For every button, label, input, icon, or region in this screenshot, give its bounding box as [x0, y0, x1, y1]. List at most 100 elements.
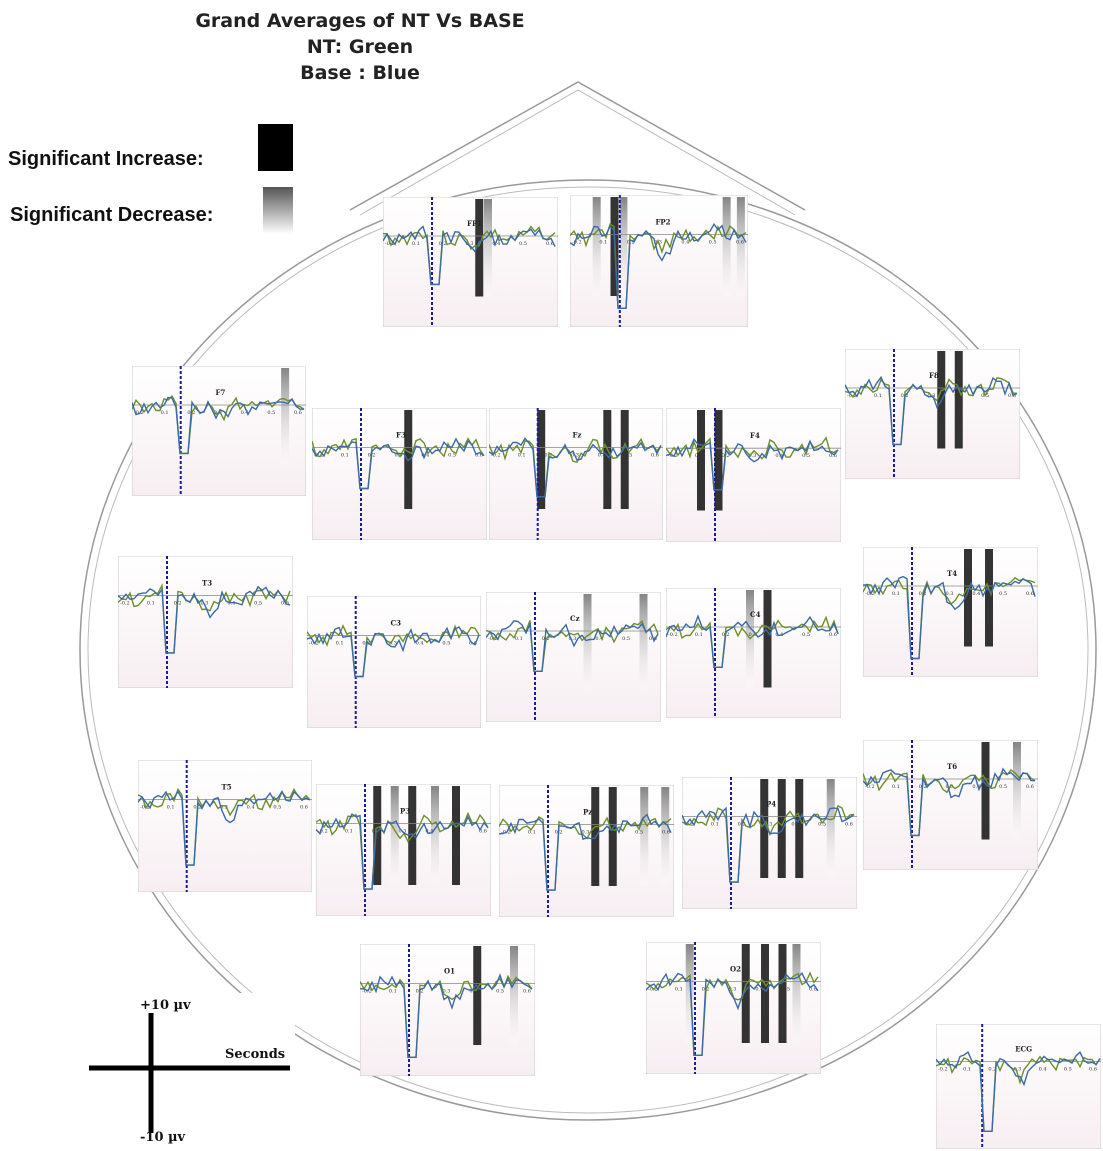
title-line-2: NT: Green: [306, 36, 414, 58]
tick-label: 0.6: [809, 987, 817, 993]
nose-outline-inner: [359, 89, 796, 216]
tick-label: -0.2: [140, 805, 150, 811]
nt-waveform: [682, 804, 855, 883]
erp-plot: -0.2 0.1 0.2 0.3 0.4 0.5 0.6P3: [316, 784, 491, 916]
panel-o1: -0.2 0.1 0.2 0.3 0.4 0.5 0.6 O1: [360, 944, 535, 1076]
tick-label: 0.1: [892, 784, 900, 790]
significant-decrease-bar: [510, 946, 518, 1045]
legend-decrease-label: Significant Decrease:: [10, 204, 214, 226]
base-waveform: [383, 225, 556, 286]
erp-plot: -0.2 0.1 0.2 0.3 0.4 0.5 0.6T6: [863, 740, 1038, 870]
significant-decrease-bar: [661, 787, 670, 886]
tick-label: -0.2: [938, 1067, 948, 1073]
tick-label: 0.3: [569, 636, 577, 642]
tick-label: 0.5: [1064, 1067, 1072, 1073]
tick-label: -0.2: [668, 632, 678, 638]
tick-label: 0.1: [695, 632, 703, 638]
electrode-label: T6: [947, 762, 957, 771]
figure-title: Grand Averages of NT Vs BASE NT: Green B…: [150, 8, 570, 86]
significant-increase-bar: [760, 779, 769, 878]
tick-label: -0.2: [488, 636, 498, 642]
tick-label: 0.6: [845, 822, 853, 828]
base-waveform: [682, 806, 855, 883]
tick-label: 0.5: [622, 636, 630, 642]
tick-label: 0.4: [416, 641, 424, 647]
tick-label: 0.4: [755, 987, 763, 993]
tick-label: 0.1: [147, 601, 155, 607]
electrode-label: Fz: [573, 431, 582, 440]
electrode-label: T3: [202, 579, 212, 588]
base-waveform: [360, 973, 533, 1058]
nt-waveform: [316, 811, 489, 890]
tick-label: 0.4: [425, 829, 433, 835]
panel-pz: -0.2 0.1 0.2 0.3 0.4 0.5 0.6 Pz: [499, 785, 674, 917]
panel-f4: -0.2 0.1 0.2 0.3 0.4 0.5 0.6 F4: [666, 408, 841, 542]
electrode-label: F3: [396, 431, 406, 440]
nt-waveform: [646, 971, 819, 1056]
tick-label: 0.6: [829, 453, 837, 459]
tick-label: 0.1: [892, 591, 900, 597]
panel-background: [845, 349, 1020, 479]
base-waveform: [646, 972, 819, 1056]
scale-bottom-label: -10 µv: [140, 1130, 186, 1145]
tick-label: -0.2: [572, 240, 582, 246]
electrode-label: P4: [766, 800, 776, 809]
panel-ecg: -0.2 0.1 0.2 0.3 0.4 0.5 0.6 ECG: [936, 1024, 1101, 1149]
electrode-label: F4: [750, 431, 760, 440]
tick-label: 0.1: [167, 805, 175, 811]
tick-label: 0.5: [782, 987, 790, 993]
tick-label: 0.4: [608, 830, 616, 836]
tick-label: 0.6: [662, 830, 670, 836]
nt-waveform: [486, 619, 659, 672]
base-waveform: [486, 620, 659, 672]
tick-label: 0.5: [254, 601, 262, 607]
significant-decrease-bar: [484, 199, 492, 297]
tick-label: 0.1: [161, 410, 169, 416]
significant-decrease-bar: [722, 197, 731, 296]
significant-increase-bar: [763, 590, 772, 688]
tick-label: -0.2: [314, 453, 324, 459]
erp-plot: -0.2 0.1 0.2 0.3 0.4 0.5 0.6 ECG: [936, 1024, 1101, 1149]
base-waveform: [863, 767, 1036, 837]
panel-fz: -0.2 0.1 0.2 0.3 0.4 0.5 0.6 Fz: [489, 408, 663, 540]
panel-c3: -0.2 0.1 0.2 0.3 0.4 0.5 0.6 C3: [307, 596, 481, 728]
panel-background: [316, 784, 491, 916]
electrode-label: Cz: [570, 614, 580, 623]
erp-plot: -0.2 0.1 0.2 0.3 0.4 0.5 0.6P4: [682, 777, 857, 909]
tick-label: 0.6: [651, 453, 659, 459]
significant-decrease-bar: [592, 197, 601, 296]
tick-label: 0.3: [749, 453, 757, 459]
electrode-label: F8: [929, 371, 939, 380]
tick-label: 0.1: [389, 989, 397, 995]
significant-increase-bar: [537, 410, 546, 509]
panel-p4: -0.2 0.1 0.2 0.3 0.4 0.5 0.6 P4: [682, 777, 857, 909]
panel-background: [863, 740, 1038, 870]
tick-label: 0.4: [598, 453, 606, 459]
significant-decrease-bar: [619, 197, 628, 296]
base-waveform: [499, 813, 672, 891]
electrode-label: Pz: [583, 808, 592, 817]
significant-increase-bar: [964, 549, 972, 647]
panel-t3: -0.2 0.1 0.2 0.3 0.4 0.5 0.6 T3: [118, 556, 293, 688]
tick-label: 0.6: [523, 989, 531, 995]
significant-decrease-bar: [685, 944, 694, 1043]
significant-decrease-bar: [639, 594, 648, 692]
legend-increase-swatch: [258, 124, 293, 171]
tick-label: 0.5: [519, 241, 527, 247]
tick-label: 0.3: [749, 632, 757, 638]
tick-label: 0.6: [1008, 393, 1016, 399]
tick-label: 0.4: [469, 989, 477, 995]
base-waveform: [863, 575, 1036, 660]
tick-label: 0.6: [546, 241, 554, 247]
erp-plot: -0.2 0.1 0.2 0.3 0.4 0.5 0.6Cz: [486, 592, 661, 722]
tick-label: 0.6: [281, 601, 289, 607]
significant-increase-bar: [608, 787, 617, 886]
legend-decrease-swatch: [263, 187, 293, 234]
nose-outline: [349, 81, 806, 211]
base-waveform: [132, 396, 304, 455]
tick-label: 0.5: [624, 453, 632, 459]
base-waveform: [666, 614, 839, 668]
erp-plot: -0.2 0.1 0.2 0.3 0.4 0.5 0.6F4: [666, 408, 841, 542]
